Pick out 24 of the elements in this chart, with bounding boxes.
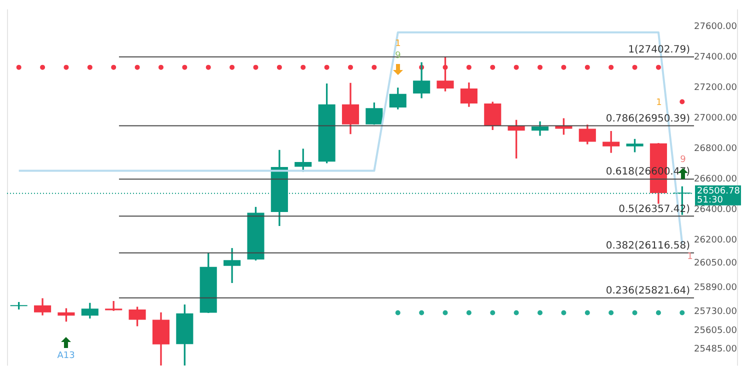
y-tick-label: 25890.00 xyxy=(694,282,738,293)
y-tick-label: 27000.00 xyxy=(694,114,738,124)
y-tick-label: 26400.00 xyxy=(694,205,738,216)
annotation: 1 xyxy=(687,252,693,262)
ref-line-label: 0.236(25821.64) xyxy=(606,285,690,296)
ref-line-label: 0.786(26950.39) xyxy=(606,113,690,124)
annotation: 9 xyxy=(680,155,686,165)
y-tick-label: 26600.00 xyxy=(694,174,738,185)
y-tick-label: 25730.00 xyxy=(694,307,738,318)
y-tick-label: 27400.00 xyxy=(694,52,738,63)
ref-line-label: 1(27402.79) xyxy=(628,44,690,56)
annotation: A13 xyxy=(57,351,75,361)
annotation: 1 xyxy=(656,98,662,108)
y-tick-label: 25605.00 xyxy=(694,326,738,336)
y-tick-label: 27600.00 xyxy=(694,22,738,32)
annotation: 1 xyxy=(395,39,401,49)
y-tick-label: 26200.00 xyxy=(694,236,738,246)
y-tick-label: 26800.00 xyxy=(694,144,738,154)
y-tick-label: 25485.00 xyxy=(694,344,738,354)
y-tick-label: 26050.00 xyxy=(694,258,738,268)
text: 51:30 xyxy=(697,196,724,206)
ref-line-label: 0.382(26116.58) xyxy=(606,240,690,252)
y-tick-label: 27200.00 xyxy=(694,83,738,94)
ref-line-label: 26506.78 xyxy=(697,186,740,197)
